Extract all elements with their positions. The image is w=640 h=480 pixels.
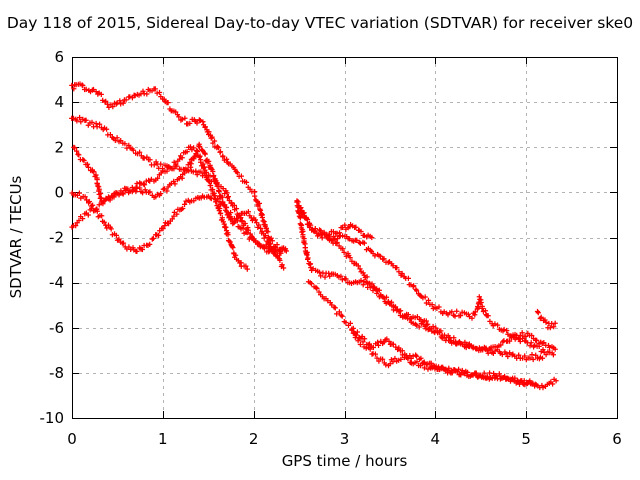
data-points-trace-07 bbox=[298, 205, 556, 358]
y-tick-label: -4 bbox=[49, 274, 64, 292]
data-points-trace-01 bbox=[69, 81, 289, 254]
x-tick-label: 1 bbox=[158, 430, 168, 448]
x-tick-label: 5 bbox=[521, 430, 531, 448]
y-tick-label: 4 bbox=[54, 93, 64, 111]
y-tick-label: -8 bbox=[49, 364, 64, 382]
y-axis-label: SDTVAR / TECUs bbox=[7, 175, 25, 299]
x-tick-label: 4 bbox=[431, 430, 441, 448]
data-traces bbox=[69, 81, 559, 391]
tick-labels: 0 1 2 3 4 5 6 6 4 2 0 -2 -4 -6 -8 -10 bbox=[40, 48, 622, 448]
y-tick-label: -2 bbox=[49, 229, 64, 247]
x-tick-label: 3 bbox=[340, 430, 350, 448]
x-tick-label: 0 bbox=[67, 430, 77, 448]
data-points-trace-09 bbox=[294, 199, 558, 354]
data-points-trace-05 bbox=[69, 190, 284, 257]
x-axis-label: GPS time / hours bbox=[281, 452, 408, 470]
chart-title: Day 118 of 2015, Sidereal Day-to-day VTE… bbox=[6, 14, 634, 32]
data-points-trace-12 bbox=[423, 321, 546, 363]
x-tick-label: 6 bbox=[612, 430, 622, 448]
y-tick-label: 2 bbox=[54, 138, 64, 156]
axis-border bbox=[72, 57, 618, 419]
y-tick-label: 0 bbox=[54, 183, 64, 201]
y-tick-label: 6 bbox=[54, 48, 64, 66]
data-points-trace-11 bbox=[349, 326, 538, 387]
y-tick-label: -10 bbox=[40, 409, 65, 427]
data-points-trace-13 bbox=[534, 308, 558, 331]
data-points-trace-04 bbox=[71, 141, 287, 271]
y-tick-label: -6 bbox=[49, 319, 64, 337]
data-points-trace-02 bbox=[69, 114, 289, 255]
x-tick-label: 2 bbox=[249, 430, 259, 448]
